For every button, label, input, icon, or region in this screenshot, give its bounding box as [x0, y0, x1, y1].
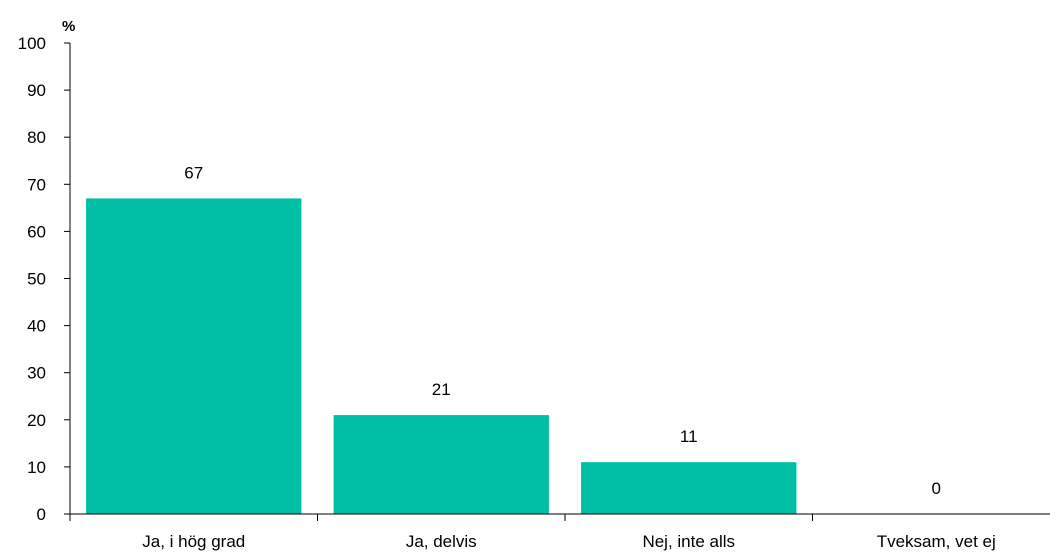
y-tick-label: 100	[18, 34, 46, 53]
y-tick-label: 0	[37, 505, 46, 524]
y-tick-label: 30	[27, 364, 46, 383]
bars	[86, 198, 797, 514]
bar	[333, 415, 549, 514]
y-tick-label: 20	[27, 411, 46, 430]
x-axis-labels: Ja, i hög grad Ja, delvis Nej, inte alls Tv…	[142, 532, 996, 551]
x-axis-ticks	[69, 514, 813, 521]
y-tick-label: 80	[27, 128, 46, 147]
x-category-label: Nej, inte alls	[642, 532, 735, 551]
data-labels: 67 21 11 0	[184, 163, 941, 498]
data-label: 0	[932, 479, 941, 498]
y-tick-label: 70	[27, 175, 46, 194]
y-tick-label: 90	[27, 81, 46, 100]
y-unit-label: %	[62, 18, 75, 35]
x-category-label: Ja, delvis	[406, 532, 477, 551]
y-tick-label: 60	[27, 222, 46, 241]
y-tick-label: 10	[27, 458, 46, 477]
data-label: 67	[184, 163, 203, 182]
y-tick-label: 40	[27, 317, 46, 336]
x-category-label: Ja, i hög grad	[142, 532, 245, 551]
bar	[86, 198, 302, 514]
y-tick-label: 50	[27, 270, 46, 289]
y-axis-ticks: 0 10 20 30 40 50 60 70 80 90 100	[18, 34, 70, 524]
data-label: 21	[432, 380, 451, 399]
bar	[581, 462, 797, 514]
x-category-label: Tveksam, vet ej	[877, 532, 996, 551]
data-label: 11	[680, 427, 698, 446]
